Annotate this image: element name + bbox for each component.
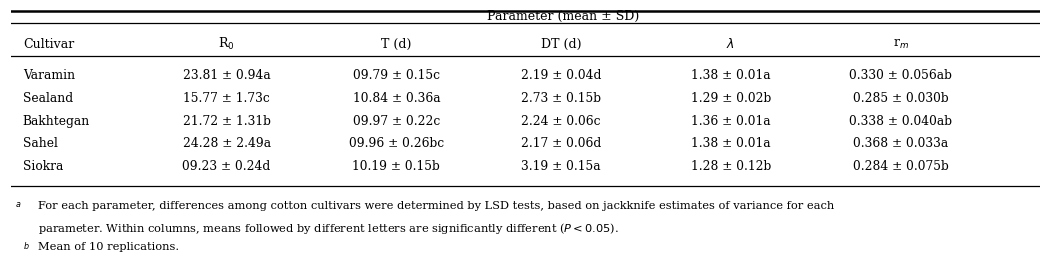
Text: 2.73 ± 0.15b: 2.73 ± 0.15b — [521, 92, 601, 105]
Text: 0.285 ± 0.030b: 0.285 ± 0.030b — [853, 92, 948, 105]
Text: 0.368 ± 0.033a: 0.368 ± 0.033a — [853, 137, 948, 150]
Text: r$_m$: r$_m$ — [892, 38, 908, 51]
Text: Parameter (mean ± SD): Parameter (mean ± SD) — [487, 10, 639, 23]
Text: 09.23 ± 0.24d: 09.23 ± 0.24d — [183, 160, 271, 173]
Text: R$_0$: R$_0$ — [218, 36, 235, 52]
Text: 2.24 ± 0.06c: 2.24 ± 0.06c — [521, 115, 601, 128]
Text: 09.79 ± 0.15c: 09.79 ± 0.15c — [353, 69, 440, 82]
Text: 2.17 ± 0.06d: 2.17 ± 0.06d — [521, 137, 602, 150]
Text: Bakhtegan: Bakhtegan — [23, 115, 90, 128]
Text: DT (d): DT (d) — [541, 38, 582, 51]
Text: 1.28 ± 0.12b: 1.28 ± 0.12b — [691, 160, 771, 173]
Text: Sealand: Sealand — [23, 92, 72, 105]
Text: 1.29 ± 0.02b: 1.29 ± 0.02b — [691, 92, 771, 105]
Text: 0.338 ± 0.040ab: 0.338 ± 0.040ab — [849, 115, 952, 128]
Text: 0.284 ± 0.075b: 0.284 ± 0.075b — [853, 160, 948, 173]
Text: $^a$: $^a$ — [15, 201, 21, 211]
Text: Mean of 10 replications.: Mean of 10 replications. — [38, 242, 180, 252]
Text: 10.84 ± 0.36a: 10.84 ± 0.36a — [353, 92, 440, 105]
Text: $\lambda$: $\lambda$ — [727, 37, 735, 51]
Text: Cultivar: Cultivar — [23, 38, 75, 51]
Text: T (d): T (d) — [381, 38, 412, 51]
Text: Sahel: Sahel — [23, 137, 58, 150]
Text: 09.96 ± 0.26bc: 09.96 ± 0.26bc — [349, 137, 444, 150]
Text: $^b$: $^b$ — [23, 242, 29, 252]
Text: 1.38 ± 0.01a: 1.38 ± 0.01a — [691, 137, 771, 150]
Text: Varamin: Varamin — [23, 69, 75, 82]
Text: 1.38 ± 0.01a: 1.38 ± 0.01a — [691, 69, 771, 82]
Text: 2.19 ± 0.04d: 2.19 ± 0.04d — [521, 69, 602, 82]
Text: 24.28 ± 2.49a: 24.28 ± 2.49a — [183, 137, 271, 150]
Text: 10.19 ± 0.15b: 10.19 ± 0.15b — [353, 160, 440, 173]
Text: 09.97 ± 0.22c: 09.97 ± 0.22c — [353, 115, 440, 128]
Text: parameter. Within columns, means followed by different letters are significantly: parameter. Within columns, means followe… — [38, 221, 619, 236]
Text: Siokra: Siokra — [23, 160, 63, 173]
Text: 21.72 ± 1.31b: 21.72 ± 1.31b — [183, 115, 271, 128]
Text: For each parameter, differences among cotton cultivars were determined by LSD te: For each parameter, differences among co… — [38, 201, 835, 211]
Text: 0.330 ± 0.056ab: 0.330 ± 0.056ab — [849, 69, 952, 82]
Text: 3.19 ± 0.15a: 3.19 ± 0.15a — [521, 160, 601, 173]
Text: 1.36 ± 0.01a: 1.36 ± 0.01a — [691, 115, 771, 128]
Text: 23.81 ± 0.94a: 23.81 ± 0.94a — [183, 69, 271, 82]
Text: 15.77 ± 1.73c: 15.77 ± 1.73c — [183, 92, 270, 105]
